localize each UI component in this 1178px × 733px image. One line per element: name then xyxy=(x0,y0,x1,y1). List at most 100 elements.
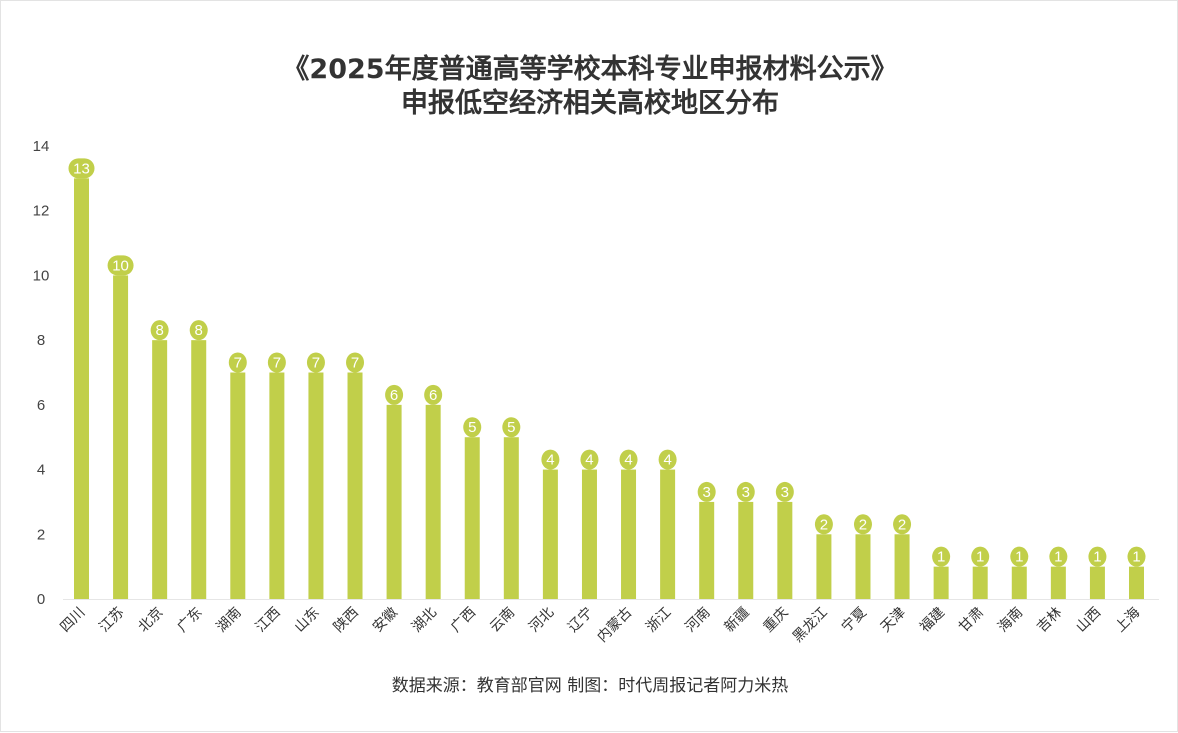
data-label-badge xyxy=(228,352,247,373)
data-label-badge xyxy=(1088,546,1107,567)
data-label: 2 xyxy=(820,516,828,533)
data-label-badge xyxy=(893,514,912,535)
data-label: 1 xyxy=(937,549,945,566)
bar xyxy=(152,340,168,599)
category-label: 浙江 xyxy=(643,605,674,636)
data-label-badge xyxy=(267,352,286,373)
data-label: 1 xyxy=(1015,549,1023,566)
y-tick-label: 12 xyxy=(33,203,50,220)
chart-title-line-1: 《2025年度普通高等学校本科专业申报材料公示》 xyxy=(282,54,898,85)
data-label: 2 xyxy=(859,516,867,533)
data-label-badge xyxy=(502,417,521,438)
bar xyxy=(503,437,519,599)
data-label-badge xyxy=(814,514,833,535)
category-label: 福建 xyxy=(917,605,948,636)
bar xyxy=(660,469,676,599)
category-label: 湖北 xyxy=(409,605,440,636)
data-label-badge xyxy=(306,352,325,373)
y-tick-label: 8 xyxy=(37,332,45,349)
bar xyxy=(425,404,441,599)
bar xyxy=(113,275,129,599)
y-tick-label: 14 xyxy=(33,138,50,155)
data-label-badge xyxy=(658,449,677,470)
data-label: 6 xyxy=(390,387,398,404)
bar xyxy=(1050,566,1066,599)
data-label: 2 xyxy=(898,516,906,533)
data-label-badge xyxy=(580,449,599,470)
data-label-badge xyxy=(385,384,404,405)
data-label-badge xyxy=(150,320,169,341)
bar xyxy=(777,501,793,599)
category-label: 云南 xyxy=(487,605,518,636)
data-label: 5 xyxy=(468,419,476,436)
chart-title-line-2: 申报低空经济相关高校地区分布 xyxy=(401,88,779,119)
data-label: 3 xyxy=(703,484,711,501)
data-label: 4 xyxy=(546,452,554,469)
category-label: 内蒙古 xyxy=(594,605,635,646)
source-caption: 数据来源：教育部官网 制图：时代周报记者阿力米热 xyxy=(391,676,789,696)
bar xyxy=(972,566,988,599)
category-label: 宁夏 xyxy=(838,604,870,636)
category-label: 江西 xyxy=(253,605,284,636)
category-label: 山西 xyxy=(1073,605,1104,636)
category-label: 安徽 xyxy=(370,605,401,636)
data-label: 1 xyxy=(976,549,984,566)
data-label-badge xyxy=(424,384,443,405)
y-tick-label: 2 xyxy=(37,526,45,543)
data-label: 8 xyxy=(155,322,163,339)
category-label: 广西 xyxy=(448,605,479,636)
category-label: 湖南 xyxy=(214,605,245,636)
category-label: 陕西 xyxy=(331,605,362,636)
data-label-badge xyxy=(971,546,990,567)
data-label: 4 xyxy=(585,452,593,469)
data-label: 1 xyxy=(1093,549,1101,566)
bar xyxy=(581,469,597,599)
bar xyxy=(230,372,246,599)
category-label: 山东 xyxy=(292,605,323,636)
data-label-badge xyxy=(541,449,560,470)
data-label-badge xyxy=(775,481,794,502)
bar xyxy=(347,372,363,599)
data-label-badge xyxy=(463,417,482,438)
data-label: 4 xyxy=(663,452,671,469)
data-label-badge xyxy=(68,158,95,179)
y-tick-label: 4 xyxy=(37,462,45,479)
category-label: 广东 xyxy=(174,605,205,636)
bar xyxy=(894,534,910,599)
data-label-badge xyxy=(189,320,208,341)
bar xyxy=(269,372,285,599)
category-label: 江苏 xyxy=(96,605,127,636)
y-tick-label: 6 xyxy=(37,397,45,414)
bar xyxy=(308,372,324,599)
data-label-badge xyxy=(853,514,872,535)
bar xyxy=(933,566,949,599)
bar xyxy=(1129,566,1144,599)
data-label: 7 xyxy=(312,355,320,372)
chart-title: 《2025年度普通高等学校本科专业申报材料公示》 申报低空经济相关高校地区分布 xyxy=(1,53,1178,121)
data-label: 7 xyxy=(351,355,359,372)
data-label-badge xyxy=(1049,546,1068,567)
data-label-badge xyxy=(107,255,134,276)
category-label: 海南 xyxy=(995,605,1026,636)
y-tick-label: 10 xyxy=(33,267,50,284)
bar xyxy=(621,469,637,599)
category-label: 上海 xyxy=(1112,605,1143,636)
data-label-badge xyxy=(1010,546,1029,567)
bar xyxy=(542,469,558,599)
data-label-badge xyxy=(346,352,365,373)
category-label: 新疆 xyxy=(721,605,752,636)
data-label: 3 xyxy=(781,484,789,501)
data-label-badge xyxy=(1127,546,1146,567)
bar xyxy=(1011,566,1027,599)
category-label: 北京 xyxy=(135,605,166,636)
category-label: 重庆 xyxy=(761,605,792,636)
bar xyxy=(386,404,402,599)
category-label: 辽宁 xyxy=(564,604,596,636)
bar xyxy=(1089,566,1105,599)
data-label: 4 xyxy=(624,452,632,469)
bar xyxy=(191,340,207,599)
bar xyxy=(464,437,480,599)
bar xyxy=(738,501,754,599)
bar xyxy=(74,178,89,599)
